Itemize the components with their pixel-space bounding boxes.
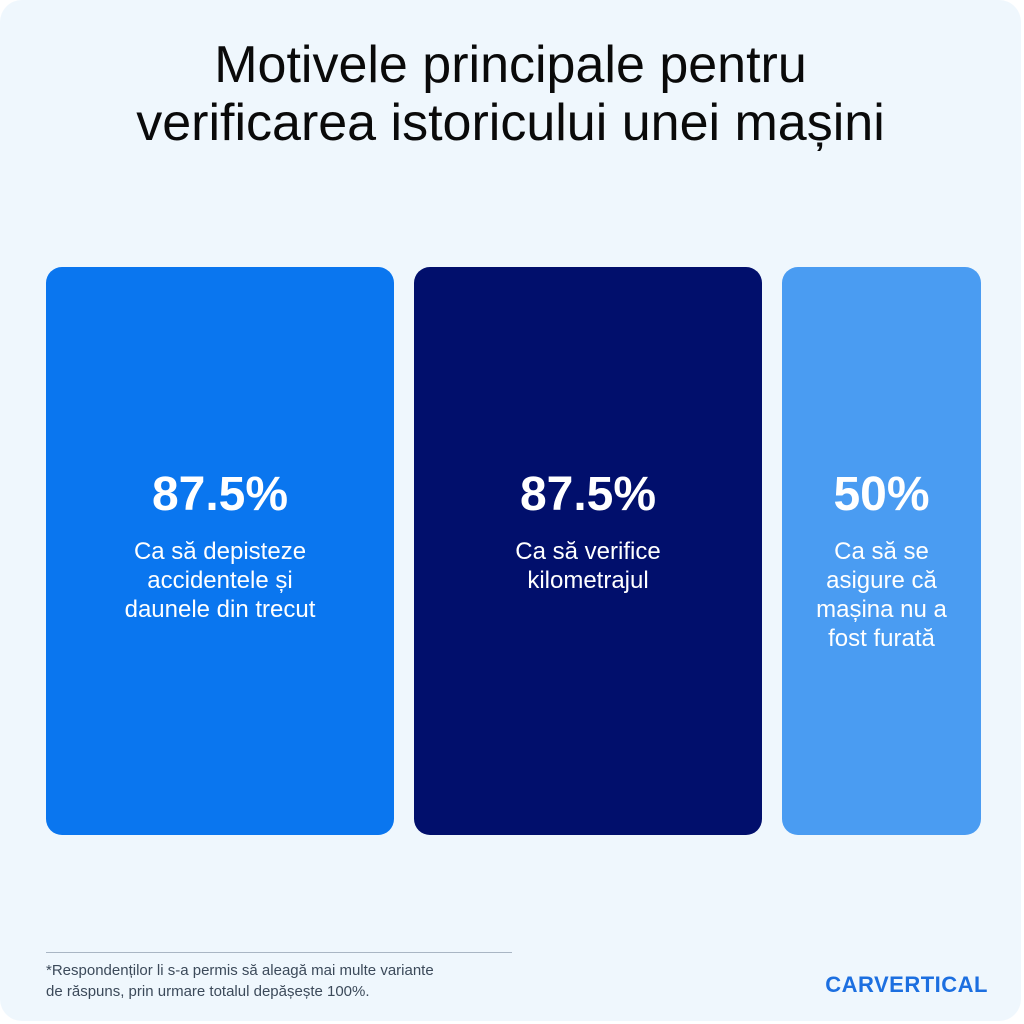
- bar-category-label: Ca să se asigure că mașina nu a fost furată: [782, 537, 981, 653]
- title-line-1: Motivele principale pentru: [214, 36, 807, 94]
- bar-category-label-line: fost furată: [828, 625, 935, 652]
- bar-3: 50% Ca să se asigure că mașina nu a fost fur…: [782, 267, 981, 835]
- bar-category-label-line: Ca să depisteze: [133, 538, 307, 565]
- bar-category-label-line: mașina nu a: [816, 596, 947, 623]
- bar-category-label-line: Ca să se: [834, 538, 929, 565]
- footer-divider: [46, 952, 512, 953]
- bar-category-label-line: kilometrajul: [527, 567, 649, 594]
- bar-value-label: 50%: [833, 468, 930, 521]
- title-line-2: verificarea istoricului unei mașini: [136, 94, 885, 152]
- bar-category-label: Ca să verifice kilometrajul: [414, 537, 762, 595]
- bar-category-label-line: asigure că: [826, 567, 937, 594]
- footnote: *Respondenților li s-a permis să aleagă …: [46, 960, 434, 1002]
- bar-category-label: Ca să depisteze accidentele și daunele din…: [46, 537, 394, 624]
- chart-title: Motivele principale pentru verificarea i…: [0, 36, 1021, 152]
- bar-value-label: 87.5%: [151, 468, 289, 521]
- bar-2: 87.5% Ca să verifice kilometrajul: [414, 267, 762, 835]
- carvertical-logo: CARVERTICAL: [825, 972, 988, 997]
- bar-category-label-line: daunele din trecut: [124, 596, 316, 623]
- footnote-line-2: de răspuns, prin urmare totalul depășeșt…: [46, 983, 370, 1000]
- bar-1: 87.5% Ca să depisteze accidentele și daunel…: [46, 267, 394, 835]
- bar-value-label: 87.5%: [519, 468, 657, 521]
- bar-category-label-line: Ca să verifice: [515, 538, 661, 565]
- footnote-line-1: *Respondenților li s-a permis să aleagă …: [46, 962, 434, 979]
- bar-category-label-line: accidentele și: [147, 567, 293, 594]
